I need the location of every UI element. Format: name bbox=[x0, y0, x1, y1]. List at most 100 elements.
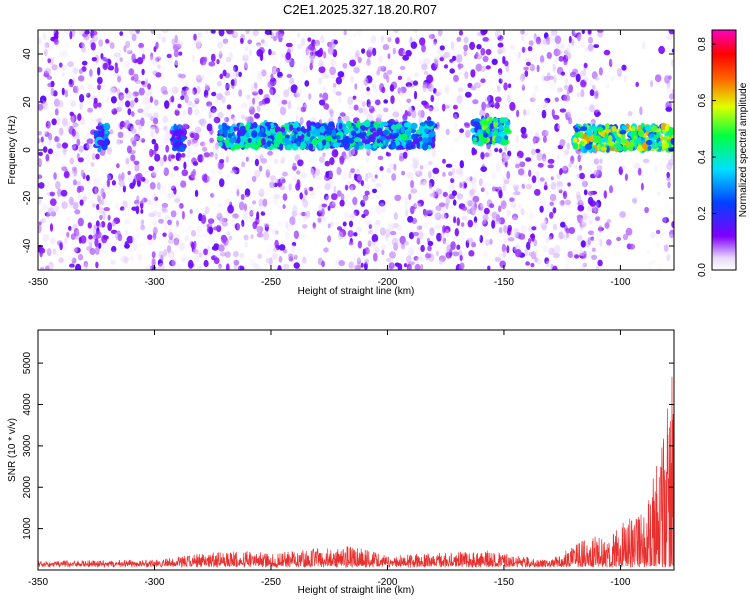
spectrogram-cell bbox=[489, 30, 496, 33]
spectrogram-cell bbox=[480, 151, 485, 160]
spectrogram-cell bbox=[441, 88, 445, 95]
spectrogram-cell bbox=[647, 261, 653, 270]
spectrogram-cell bbox=[435, 188, 443, 195]
spectrogram-cell bbox=[475, 178, 479, 183]
spectrogram-cell bbox=[541, 222, 548, 231]
spectrogram-cell bbox=[587, 30, 592, 35]
spectrogram-cell bbox=[300, 71, 305, 81]
spectrogram-cell bbox=[404, 240, 409, 246]
spectrogram-cell bbox=[383, 72, 388, 80]
spectrogram-cell bbox=[366, 98, 371, 108]
spectrogram-cell bbox=[333, 185, 337, 193]
spectrogram-cell bbox=[385, 258, 392, 262]
spectrogram-cell bbox=[485, 144, 491, 152]
spectrogram-cell bbox=[152, 192, 157, 202]
signal-band-cell bbox=[579, 141, 584, 145]
spectrogram-cell bbox=[360, 106, 367, 111]
signal-band-cell bbox=[336, 134, 341, 140]
signal-band-cell bbox=[472, 137, 478, 142]
spectrogram-cell bbox=[528, 40, 534, 46]
spectrogram-cell bbox=[604, 73, 608, 82]
spectrogram-cell bbox=[158, 218, 164, 224]
spectrogram-cell bbox=[299, 192, 304, 200]
spectrogram-cell bbox=[217, 244, 225, 252]
spectrogram-cell bbox=[264, 30, 272, 35]
spectrogram-cell bbox=[401, 170, 406, 176]
spectrogram-cell bbox=[581, 104, 586, 113]
spectrogram-cell bbox=[229, 158, 233, 166]
spectrogram-cell bbox=[207, 249, 213, 257]
signal-band-cell bbox=[668, 127, 674, 134]
spectrogram-cell bbox=[53, 234, 59, 239]
spectrogram-cell bbox=[520, 224, 527, 234]
spectrogram-cell bbox=[150, 244, 154, 250]
signal-band-cell bbox=[179, 130, 185, 135]
colorbar-tick-label: 0.6 bbox=[697, 93, 708, 107]
spectrogram-cell bbox=[320, 35, 325, 43]
spectrogram-cell bbox=[63, 171, 70, 179]
spectrogram-cell bbox=[583, 62, 588, 69]
spectrogram-cell bbox=[253, 72, 261, 79]
spectrogram-cell bbox=[266, 114, 270, 123]
spectrogram-cell bbox=[456, 244, 461, 250]
spectrogram-cell bbox=[84, 90, 89, 96]
spectrogram-cell bbox=[375, 202, 380, 211]
spectrogram-cell bbox=[160, 77, 165, 82]
signal-band-cell bbox=[501, 138, 508, 146]
spectrogram-cell bbox=[420, 151, 426, 160]
spectrogram-cell bbox=[502, 250, 507, 258]
spectrogram-cell bbox=[410, 244, 417, 249]
spectrogram-cell bbox=[169, 181, 173, 189]
spectrogram-cell bbox=[75, 85, 79, 94]
spectrogram-cell bbox=[88, 199, 96, 204]
spectrogram-cell bbox=[368, 157, 375, 164]
spectrogram-cell bbox=[509, 55, 514, 65]
spectrogram-cell bbox=[385, 158, 390, 163]
spectrogram-cell bbox=[470, 169, 476, 178]
signal-band-cell bbox=[392, 132, 399, 139]
spectrogram-cell bbox=[506, 170, 511, 180]
spectrogram-cell bbox=[479, 148, 487, 153]
spectrogram-cell bbox=[59, 229, 66, 236]
spectrogram-cell bbox=[197, 154, 204, 163]
spectrogram-cell bbox=[521, 183, 526, 189]
spectrogram-cell bbox=[524, 248, 528, 256]
spectrogram-cell bbox=[40, 136, 44, 143]
spectrogram-cell bbox=[285, 232, 290, 241]
spectrogram-cell bbox=[403, 263, 408, 268]
spectrogram-cell bbox=[214, 152, 218, 160]
spectrogram-cell bbox=[525, 157, 532, 162]
spectrogram-cell bbox=[232, 116, 237, 124]
spectrogram-cell bbox=[355, 226, 363, 233]
spectrogram-cell bbox=[587, 230, 595, 236]
spectrogram-cell bbox=[518, 184, 524, 192]
spectrogram-cell bbox=[406, 256, 411, 263]
spectrogram-cell bbox=[245, 156, 249, 162]
spectrogram-cell bbox=[364, 258, 370, 265]
spectrogram-cell bbox=[152, 210, 159, 217]
signal-band-cell bbox=[384, 139, 389, 148]
spectrogram-cell bbox=[461, 215, 468, 221]
spectrogram-cell bbox=[213, 46, 217, 54]
spectrogram-cell bbox=[254, 113, 260, 119]
spectrogram-cell bbox=[354, 83, 358, 90]
spectrogram-cell bbox=[286, 223, 294, 232]
signal-band-cell bbox=[608, 140, 615, 146]
spectrogram-cell bbox=[114, 203, 122, 210]
spectrogram-cell bbox=[116, 106, 123, 112]
spectrogram-cell bbox=[297, 159, 304, 167]
spectrogram-cell bbox=[181, 242, 185, 249]
spectrogram-cell bbox=[527, 130, 534, 139]
snr-frame bbox=[37, 329, 675, 571]
spectrogram-cell bbox=[500, 107, 506, 114]
signal-band-cell bbox=[477, 129, 481, 134]
spectrogram-cell bbox=[502, 48, 508, 54]
spectrogram-cell bbox=[647, 150, 654, 157]
spectrogram-cell bbox=[268, 88, 274, 98]
spectrogram-cell bbox=[548, 235, 552, 241]
signal-band-cell bbox=[325, 135, 333, 142]
spectrogram-cell bbox=[513, 93, 517, 99]
spectrogram-cell bbox=[162, 232, 167, 237]
spectrogram-cell bbox=[51, 118, 57, 126]
spectrogram-cell bbox=[410, 180, 415, 189]
